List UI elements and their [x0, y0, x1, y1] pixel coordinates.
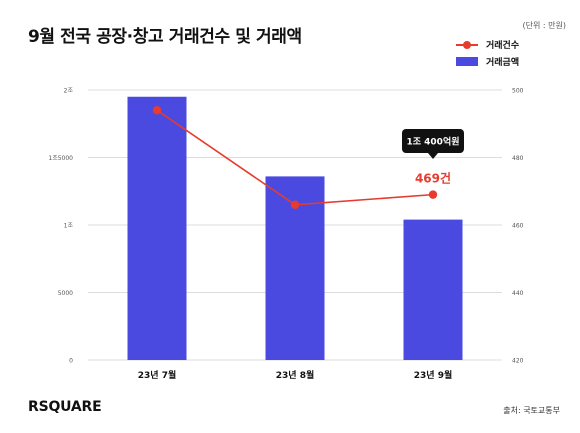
unit-label: (단위 : 만원)	[522, 21, 566, 30]
bar	[127, 96, 187, 360]
callout-pointer	[428, 153, 438, 159]
legend-item-bar: 거래금액	[456, 53, 566, 70]
y-right-tick-label: 480	[512, 155, 524, 162]
legend-line-label: 거래건수	[486, 41, 520, 51]
bar	[403, 219, 463, 360]
y-left-tick-label: 0	[69, 358, 73, 365]
y-left-tick-label: 1조	[64, 223, 74, 230]
y-left-tick-label: 1조5000	[48, 155, 73, 162]
y-right-tick-label: 460	[512, 223, 524, 230]
line-marker-icon	[456, 40, 478, 50]
callout-label: 1조 400억원	[406, 136, 459, 148]
line-point	[290, 200, 300, 209]
y-right-tick-label: 440	[512, 290, 524, 297]
x-tick-label: 23년 7월	[138, 369, 176, 381]
y-left-tick-label: 5000	[58, 290, 73, 297]
brand-logo: RSQUARE	[28, 399, 102, 415]
legend: (단위 : 만원) 거래건수 거래금액	[456, 20, 566, 70]
highlight-label: 469건	[415, 171, 451, 186]
chart-title: 9월 전국 공장·창고 거래건수 및 거래액	[28, 27, 302, 47]
source-note: 출처: 국토교통부	[503, 406, 560, 415]
y-right-tick-label: 500	[512, 88, 524, 95]
line-point	[152, 106, 162, 115]
x-tick-label: 23년 9월	[414, 369, 452, 381]
x-tick-label: 23년 8월	[276, 369, 314, 381]
bar-swatch-icon	[456, 57, 478, 66]
y-left-tick-label: 2조	[64, 88, 74, 95]
legend-item-line: 거래건수	[456, 36, 566, 53]
legend-bar-label: 거래금액	[486, 58, 520, 68]
line-point	[428, 190, 438, 199]
y-right-tick-label: 420	[512, 358, 524, 365]
callout-box	[402, 129, 464, 153]
